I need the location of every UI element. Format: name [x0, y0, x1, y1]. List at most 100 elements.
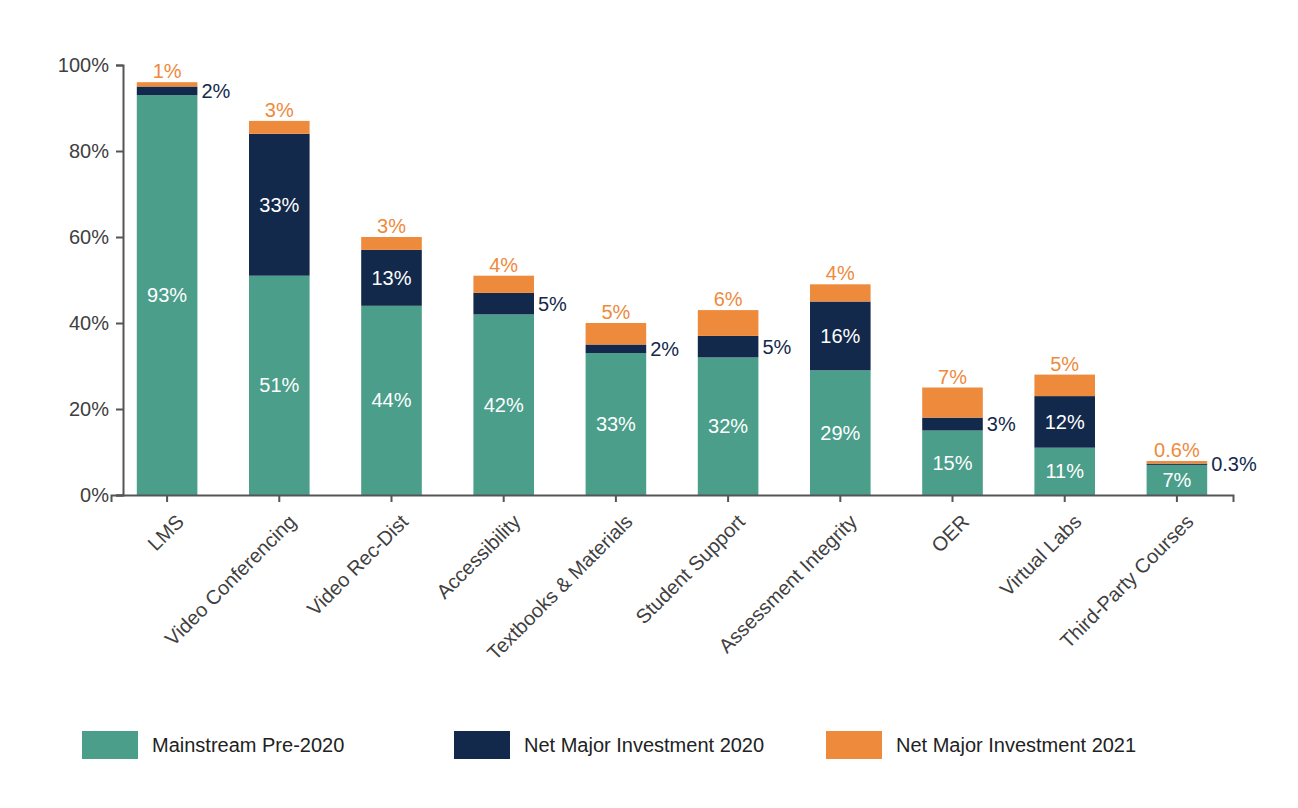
data-label: 33% [596, 413, 636, 435]
tick-mark [727, 495, 729, 502]
bar-segment [698, 357, 759, 495]
tick-mark [116, 323, 123, 325]
tick-label: Textbooks & Materials [483, 510, 637, 664]
data-label: 29% [820, 422, 860, 444]
legend-item: Mainstream Pre-2020 [82, 731, 344, 759]
bar-segment [473, 314, 534, 495]
data-label: 0.6% [1154, 439, 1200, 461]
tick-mark [116, 65, 123, 67]
x-axis: LMSVideo ConferencingVideo Rec-DistAcces… [112, 495, 1234, 664]
bar-segment [1034, 375, 1095, 397]
tick-mark [166, 495, 168, 502]
data-label: 5% [762, 336, 791, 358]
tick: 80% [69, 140, 123, 162]
bar-segment [586, 323, 647, 345]
data-label: 3% [987, 413, 1016, 435]
data-label: 44% [371, 389, 411, 411]
tick: Accessibility [432, 495, 525, 603]
tick-mark [952, 495, 954, 502]
bar-segment [810, 370, 871, 495]
legend-label: Net Major Investment 2020 [524, 734, 764, 756]
tick-mark [116, 237, 123, 239]
tick: Virtual Labs [996, 495, 1086, 600]
tick-label: Accessibility [432, 510, 525, 603]
legend-label: Mainstream Pre-2020 [152, 734, 344, 756]
bar-segment [473, 293, 534, 315]
y-axis: 0%20%40%60%80%100% [58, 54, 124, 506]
tick-label: Video Rec-Dist [303, 510, 413, 620]
bars [137, 82, 1207, 495]
tick: Textbooks & Materials [483, 495, 637, 664]
data-label: 32% [708, 415, 748, 437]
tick: OER [927, 495, 973, 556]
bar-segment [361, 237, 422, 250]
legend-item: Net Major Investment 2021 [826, 731, 1136, 759]
bar-segment [137, 87, 198, 96]
bar-segment [922, 388, 983, 418]
data-label: 12% [1045, 411, 1085, 433]
bar-segment [473, 276, 534, 293]
tick: Video Rec-Dist [303, 495, 413, 620]
tick-label: Assessment Integrity [714, 510, 861, 657]
series-bars [137, 87, 1207, 465]
tick-label: 60% [69, 226, 109, 248]
bar-segment [249, 134, 310, 276]
data-label: 7% [1162, 469, 1191, 491]
axis-line [116, 66, 124, 496]
tick: Video Conferencing [161, 495, 301, 650]
tick-label: Video Conferencing [161, 510, 301, 650]
tick-mark [116, 409, 123, 411]
tick-label: LMS [143, 510, 188, 555]
bar-segment [810, 284, 871, 301]
tick-mark [391, 495, 393, 502]
data-label: 4% [826, 262, 855, 284]
tick-label: 80% [69, 140, 109, 162]
tick-label: 20% [69, 398, 109, 420]
tick-mark [615, 495, 617, 502]
bar-segment [137, 95, 198, 495]
tick-label: Virtual Labs [996, 510, 1086, 600]
data-label: 33% [259, 194, 299, 216]
data-label: 5% [601, 301, 630, 323]
bar-segment [361, 306, 422, 495]
bar-segment [137, 82, 198, 86]
bar-segment [922, 431, 983, 496]
data-label: 2% [650, 338, 679, 360]
legend: Mainstream Pre-2020 Net Major Investment … [82, 731, 1136, 759]
legend-label: Net Major Investment 2021 [896, 734, 1136, 756]
bar-segment [1147, 465, 1208, 495]
data-label: 16% [820, 325, 860, 347]
tick-label: Student Support [631, 510, 749, 628]
data-label: 5% [1050, 353, 1079, 375]
bar-segment [586, 353, 647, 495]
data-label: 13% [371, 267, 411, 289]
series-bars [137, 95, 1207, 495]
data-label: 6% [714, 288, 743, 310]
bar-segment [249, 121, 310, 134]
tick: LMS [143, 495, 188, 555]
bar-segment [249, 276, 310, 495]
data-label: 11% [1045, 460, 1084, 482]
tick-mark [116, 151, 123, 153]
data-label: 15% [932, 452, 972, 474]
tick: Third-Party Courses [1056, 495, 1198, 652]
tick: 100% [58, 54, 123, 76]
series-bars [137, 82, 1207, 463]
bar-segment [1147, 461, 1208, 464]
bar-segment [1147, 464, 1208, 465]
legend-swatch [82, 731, 138, 759]
tick: Assessment Integrity [714, 495, 861, 657]
data-label: 93% [147, 284, 187, 306]
legend-item: Net Major Investment 2020 [454, 731, 764, 759]
tick-mark [278, 495, 280, 502]
tick: 20% [69, 398, 123, 420]
tick: 60% [69, 226, 123, 248]
tick-mark [839, 495, 841, 502]
data-label: 0.3% [1211, 453, 1257, 475]
bar-segment [1034, 448, 1095, 495]
tick: Student Support [631, 495, 749, 628]
bar-segment [922, 418, 983, 431]
bar-segment [698, 336, 759, 358]
bar-segment [698, 310, 759, 336]
data-label: 1% [153, 60, 182, 82]
